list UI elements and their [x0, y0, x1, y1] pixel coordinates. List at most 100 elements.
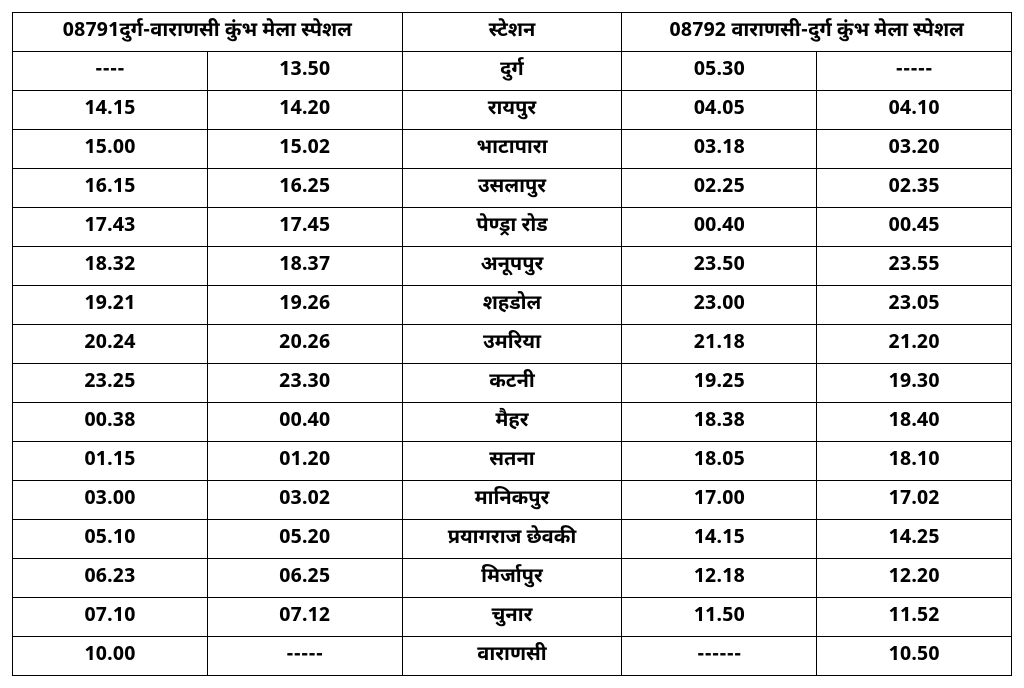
time-cell: 05.10: [13, 520, 208, 559]
time-cell: 11.52: [817, 598, 1012, 637]
table-row: 14.1514.20रायपुर04.0504.10: [13, 91, 1012, 130]
time-cell: 15.02: [207, 130, 402, 169]
station-cell: दुर्ग: [402, 52, 622, 91]
table-body: ----13.50दुर्ग05.30-----14.1514.20रायपुर…: [13, 52, 1012, 676]
time-cell: 17.02: [817, 481, 1012, 520]
timetable: 08791दुर्ग-वाराणसी कुंभ मेला स्पेशल स्टे…: [12, 12, 1012, 676]
header-right: 08792 वाराणसी-दुर्ग कुंभ मेला स्पेशल: [622, 13, 1012, 52]
time-cell: 03.02: [207, 481, 402, 520]
time-cell: 14.20: [207, 91, 402, 130]
time-cell: 03.18: [622, 130, 817, 169]
time-cell: 16.25: [207, 169, 402, 208]
table-row: 10.00-----वाराणसी------10.50: [13, 637, 1012, 676]
time-cell: 10.50: [817, 637, 1012, 676]
table-row: 07.1007.12चुनार11.5011.52: [13, 598, 1012, 637]
table-row: ----13.50दुर्ग05.30-----: [13, 52, 1012, 91]
header-left: 08791दुर्ग-वाराणसी कुंभ मेला स्पेशल: [13, 13, 403, 52]
time-cell: 00.40: [622, 208, 817, 247]
header-row: 08791दुर्ग-वाराणसी कुंभ मेला स्पेशल स्टे…: [13, 13, 1012, 52]
station-cell: मानिकपुर: [402, 481, 622, 520]
table-row: 17.4317.45पेण्ड्रा रोड00.4000.45: [13, 208, 1012, 247]
time-cell: -----: [817, 52, 1012, 91]
time-cell: ------: [622, 637, 817, 676]
time-cell: 23.55: [817, 247, 1012, 286]
header-station: स्टेशन: [402, 13, 622, 52]
time-cell: 17.00: [622, 481, 817, 520]
time-cell: 18.37: [207, 247, 402, 286]
time-cell: 21.20: [817, 325, 1012, 364]
time-cell: 07.12: [207, 598, 402, 637]
station-cell: अनूपपुर: [402, 247, 622, 286]
time-cell: 23.25: [13, 364, 208, 403]
time-cell: 16.15: [13, 169, 208, 208]
time-cell: 18.10: [817, 442, 1012, 481]
station-cell: उमरिया: [402, 325, 622, 364]
time-cell: 19.30: [817, 364, 1012, 403]
time-cell: 19.26: [207, 286, 402, 325]
table-row: 06.2306.25मिर्जापुर12.1812.20: [13, 559, 1012, 598]
time-cell: 18.32: [13, 247, 208, 286]
table-row: 05.1005.20प्रयागराज छेवकी14.1514.25: [13, 520, 1012, 559]
station-cell: मैहर: [402, 403, 622, 442]
station-cell: उसलापुर: [402, 169, 622, 208]
time-cell: 18.05: [622, 442, 817, 481]
time-cell: 13.50: [207, 52, 402, 91]
station-cell: पेण्ड्रा रोड: [402, 208, 622, 247]
time-cell: 12.20: [817, 559, 1012, 598]
time-cell: 03.00: [13, 481, 208, 520]
time-cell: 15.00: [13, 130, 208, 169]
table-row: 01.1501.20सतना18.0518.10: [13, 442, 1012, 481]
time-cell: -----: [207, 637, 402, 676]
time-cell: 21.18: [622, 325, 817, 364]
time-cell: 03.20: [817, 130, 1012, 169]
time-cell: 14.25: [817, 520, 1012, 559]
time-cell: 12.18: [622, 559, 817, 598]
table-header: 08791दुर्ग-वाराणसी कुंभ मेला स्पेशल स्टे…: [13, 13, 1012, 52]
time-cell: 11.50: [622, 598, 817, 637]
time-cell: 06.25: [207, 559, 402, 598]
station-cell: कटनी: [402, 364, 622, 403]
time-cell: 23.05: [817, 286, 1012, 325]
time-cell: 17.45: [207, 208, 402, 247]
table-row: 19.2119.26शहडोल23.0023.05: [13, 286, 1012, 325]
table-row: 23.2523.30कटनी19.2519.30: [13, 364, 1012, 403]
time-cell: 23.00: [622, 286, 817, 325]
station-cell: रायपुर: [402, 91, 622, 130]
time-cell: 02.35: [817, 169, 1012, 208]
table-row: 18.3218.37अनूपपुर23.5023.55: [13, 247, 1012, 286]
time-cell: 00.45: [817, 208, 1012, 247]
station-cell: सतना: [402, 442, 622, 481]
time-cell: 23.30: [207, 364, 402, 403]
time-cell: 05.20: [207, 520, 402, 559]
station-cell: भाटापारा: [402, 130, 622, 169]
time-cell: 00.40: [207, 403, 402, 442]
time-cell: 20.26: [207, 325, 402, 364]
time-cell: 04.05: [622, 91, 817, 130]
station-cell: चुनार: [402, 598, 622, 637]
time-cell: 06.23: [13, 559, 208, 598]
time-cell: 18.38: [622, 403, 817, 442]
time-cell: ----: [13, 52, 208, 91]
time-cell: 17.43: [13, 208, 208, 247]
station-cell: मिर्जापुर: [402, 559, 622, 598]
time-cell: 14.15: [622, 520, 817, 559]
time-cell: 01.20: [207, 442, 402, 481]
table-row: 03.0003.02मानिकपुर17.0017.02: [13, 481, 1012, 520]
table-row: 16.1516.25उसलापुर02.2502.35: [13, 169, 1012, 208]
table-row: 00.3800.40मैहर18.3818.40: [13, 403, 1012, 442]
time-cell: 07.10: [13, 598, 208, 637]
time-cell: 10.00: [13, 637, 208, 676]
table-row: 15.0015.02भाटापारा03.1803.20: [13, 130, 1012, 169]
station-cell: वाराणसी: [402, 637, 622, 676]
table-row: 20.2420.26उमरिया21.1821.20: [13, 325, 1012, 364]
time-cell: 04.10: [817, 91, 1012, 130]
time-cell: 19.21: [13, 286, 208, 325]
time-cell: 05.30: [622, 52, 817, 91]
time-cell: 02.25: [622, 169, 817, 208]
time-cell: 14.15: [13, 91, 208, 130]
station-cell: प्रयागराज छेवकी: [402, 520, 622, 559]
time-cell: 20.24: [13, 325, 208, 364]
time-cell: 00.38: [13, 403, 208, 442]
station-cell: शहडोल: [402, 286, 622, 325]
time-cell: 23.50: [622, 247, 817, 286]
